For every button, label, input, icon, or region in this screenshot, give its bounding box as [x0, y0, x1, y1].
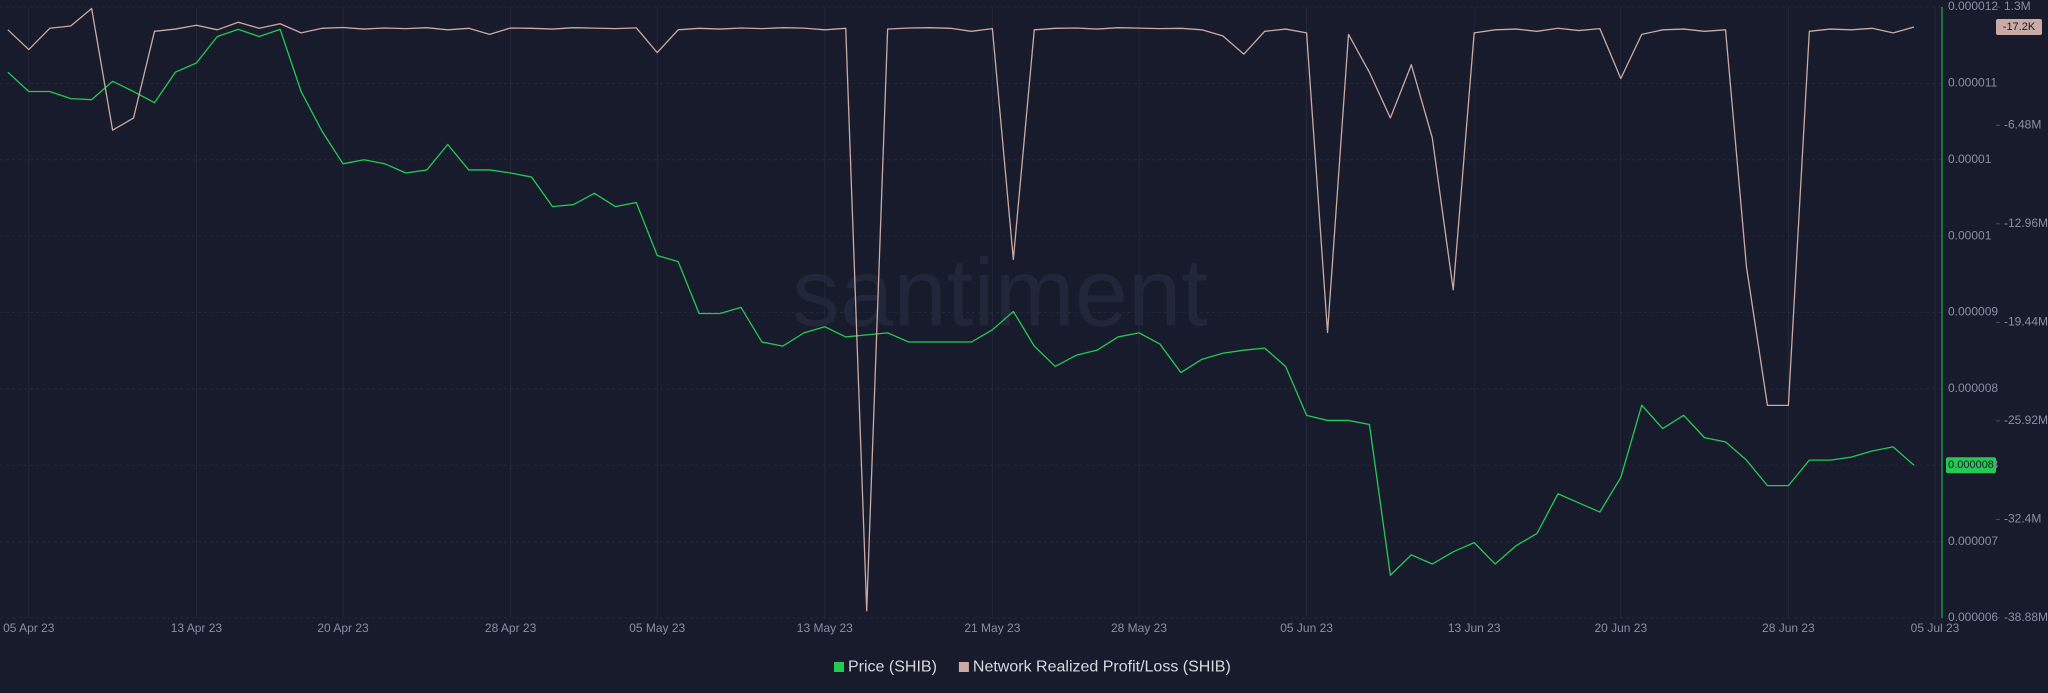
- x-tick-label: 05 Jul 23: [1911, 621, 1960, 635]
- tag-box: [1996, 19, 2042, 36]
- x-tick-label: 05 Jun 23: [1280, 621, 1333, 635]
- y2-tick-label: -25.92M: [2004, 413, 2048, 427]
- y-tick-label: 0.000008: [1948, 381, 1998, 395]
- x-tick-label: 13 May 23: [797, 621, 853, 635]
- y-tick-label: 0.000007: [1948, 534, 1998, 548]
- x-tick-label: 13 Apr 23: [171, 621, 223, 635]
- y2-tick-label: -32.4M: [2004, 512, 2041, 526]
- tag-box: [1946, 457, 1996, 474]
- x-tick-label: 05 May 23: [629, 621, 685, 635]
- y-tick-label: 0.000011: [1948, 76, 1997, 90]
- y2-tick-label: -6.48M: [2004, 117, 2041, 131]
- y-tick-label: 0.000012: [1948, 0, 1998, 13]
- x-tick-label: 28 Jun 23: [1762, 621, 1815, 635]
- x-tick-label: 28 Apr 23: [485, 621, 537, 635]
- legend: Price (SHIB) Network Realized Profit/Loss…: [834, 659, 1231, 676]
- tag-label: 0.000008: [1948, 459, 1994, 471]
- current-value-tag: 0.000008: [1946, 457, 1996, 474]
- x-tick-label: 20 Jun 23: [1594, 621, 1647, 635]
- current-value-tag: -17.2K: [1996, 19, 2042, 36]
- x-tick-label: 20 Apr 23: [317, 621, 369, 635]
- y-tick-label: 0.000009: [1948, 305, 1998, 319]
- x-tick-label: 21 May 23: [964, 621, 1020, 635]
- x-tick-label: 28 May 23: [1111, 621, 1167, 635]
- series-line: [7, 7, 1915, 612]
- y-tick-label: 0.00001: [1948, 152, 1992, 166]
- y2-tick-label: -19.44M: [2004, 315, 2048, 329]
- y2-tick-label: -38.88M: [2004, 610, 2048, 624]
- series-line: [7, 28, 1915, 576]
- y2-tick-label: -12.96M: [2004, 216, 2048, 230]
- legend-swatch: [834, 662, 844, 672]
- tag-label: -17.2K: [2003, 21, 2036, 33]
- legend-swatch: [958, 662, 969, 672]
- legend-label: Price (SHIB): [848, 659, 937, 676]
- y-tick-label: 0.000006: [1948, 610, 1998, 624]
- y-tick-label: 0.00001: [1948, 228, 1992, 242]
- legend-label: Network Realized Profit/Loss (SHIB): [973, 659, 1231, 676]
- x-tick-label: 05 Apr 23: [3, 621, 55, 635]
- x-tick-label: 13 Jun 23: [1448, 621, 1501, 635]
- y2-tick-label: 1.3M: [2004, 0, 2031, 13]
